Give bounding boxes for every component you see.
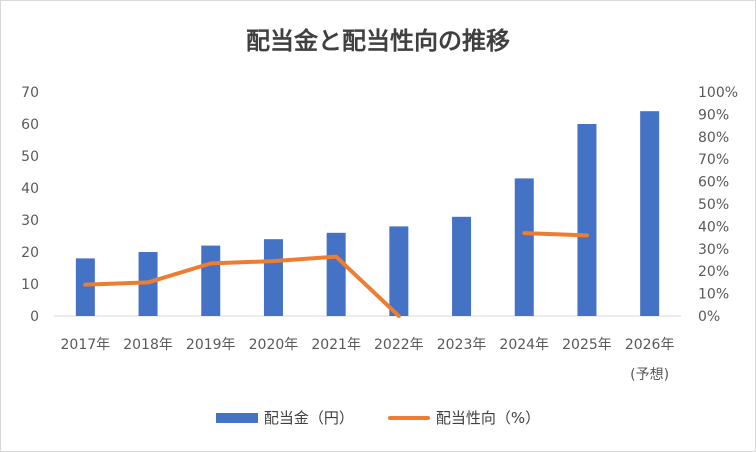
payout-line (83, 254, 401, 318)
bar (75, 258, 95, 316)
legend-label-payout: 配当性向（%） (435, 409, 541, 427)
bar (577, 124, 597, 316)
chart-title: 配当金と配当性向の推移 (246, 27, 510, 55)
bar (514, 178, 534, 316)
legend-item-payout: 配当性向（%） (387, 407, 541, 428)
x-tick-sublabel: (予想) (630, 367, 669, 383)
y-right-tick-label: 10% (698, 287, 729, 303)
legend-label-dividend: 配当金（円） (263, 409, 354, 427)
payout-line (522, 231, 589, 238)
x-tick-label: 2026年 (625, 337, 675, 353)
y-right-tick-label: 60% (698, 175, 729, 191)
y-right-tick-label: 100% (698, 85, 738, 101)
bar (640, 111, 660, 316)
legend: 配当金（円） 配当性向（%） (1, 407, 755, 428)
y-right-tick-label: 50% (698, 197, 729, 213)
y-left-tick-label: 60 (21, 117, 39, 133)
chart-plot: 0 10 20 30 40 50 60 70 0% 10% 20% 30% 40% 50% 60% 70% 80… (21, 85, 738, 383)
bar (201, 245, 221, 316)
y-left-tick-label: 10 (21, 277, 39, 293)
y-left-tick-label: 30 (21, 213, 39, 229)
y-right-tick-label: 90% (698, 107, 729, 123)
y-right-tick-label: 70% (698, 152, 729, 168)
y-left-tick-label: 40 (21, 181, 39, 197)
bar (452, 216, 472, 316)
x-tick-label: 2023年 (437, 337, 487, 353)
x-tick-label: 2020年 (249, 337, 299, 353)
legend-swatch-line (387, 415, 430, 420)
x-tick-label: 2019年 (186, 337, 236, 353)
y-left-tick-label: 50 (21, 149, 39, 165)
bar (389, 226, 409, 316)
y-right-tick-label: 30% (698, 242, 729, 258)
x-tick-label: 2022年 (374, 337, 424, 353)
x-tick-label: 2021年 (311, 337, 361, 353)
y-right-tick-label: 80% (698, 130, 729, 146)
y-right-tick-label: 0% (698, 309, 720, 325)
x-tick-label: 2024年 (499, 337, 549, 353)
y-right-tick-label: 20% (698, 264, 729, 280)
bar (326, 232, 346, 316)
y-left-tick-label: 70 (21, 85, 39, 101)
y-left-tick-label: 0 (30, 309, 39, 325)
x-tick-label: 2025年 (562, 337, 612, 353)
legend-item-dividend: 配当金（円） (215, 407, 354, 428)
bar (263, 239, 283, 316)
x-tick-label: 2017年 (61, 337, 111, 353)
y-right-tick-label: 40% (698, 219, 729, 235)
legend-swatch-bar (215, 412, 258, 423)
x-tick-label: 2018年 (123, 337, 173, 353)
y-left-tick-label: 20 (21, 245, 39, 261)
